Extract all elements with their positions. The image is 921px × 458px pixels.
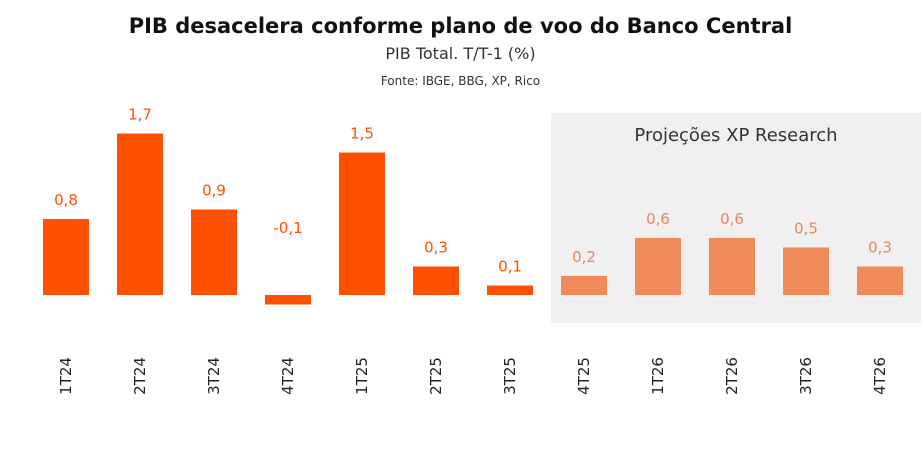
bar-2T25 xyxy=(413,266,459,295)
x-tick-label-4T24: 4T24 xyxy=(279,357,297,395)
projection-label: Projeções XP Research xyxy=(634,125,837,146)
x-tick-label-1T26: 1T26 xyxy=(649,357,667,395)
bar-1T25 xyxy=(339,152,385,295)
value-label-4T25: 0,2 xyxy=(572,248,596,266)
bar-1T24 xyxy=(43,219,89,295)
bar-4T24 xyxy=(265,295,311,305)
x-tick-label-3T26: 3T26 xyxy=(797,357,815,395)
bar-4T25 xyxy=(561,276,607,295)
bar-2T26 xyxy=(709,238,755,295)
value-label-4T24: -0,1 xyxy=(273,219,302,237)
bar-3T24 xyxy=(191,209,237,295)
bar-1T26 xyxy=(635,238,681,295)
value-labels-group: 0,8 1,7 0,9 -0,1 1,5 0,3 0,1 0,2 0,6 0,6 0,5 0,3 xyxy=(54,106,892,276)
bar-3T26 xyxy=(783,247,829,295)
bars-group xyxy=(43,133,903,305)
x-tick-label-2T25: 2T25 xyxy=(427,357,445,395)
value-label-2T25: 0,3 xyxy=(424,239,448,257)
value-label-1T26: 0,6 xyxy=(646,210,670,228)
value-label-1T25: 1,5 xyxy=(350,125,374,143)
x-tick-labels-group: 1T24 2T24 3T24 4T24 1T25 2T25 3T25 4T25 1T26 2T26… xyxy=(57,357,889,395)
bar-3T25 xyxy=(487,285,533,295)
value-label-3T26: 0,5 xyxy=(794,220,818,238)
x-tick-label-3T24: 3T24 xyxy=(205,357,223,395)
x-tick-label-1T25: 1T25 xyxy=(353,357,371,395)
x-tick-label-4T25: 4T25 xyxy=(575,357,593,395)
bar-2T24 xyxy=(117,133,163,295)
chart-subtitle: PIB Total. T/T-1 (%) xyxy=(385,44,536,63)
value-label-2T26: 0,6 xyxy=(720,210,744,228)
x-tick-label-4T26: 4T26 xyxy=(871,357,889,395)
x-tick-label-1T24: 1T24 xyxy=(57,357,75,395)
chart-title: PIB desacelera conforme plano de voo do … xyxy=(128,14,793,38)
value-label-3T24: 0,9 xyxy=(202,182,226,200)
value-label-2T24: 1,7 xyxy=(128,106,152,124)
bar-4T26 xyxy=(857,266,903,295)
value-label-4T26: 0,3 xyxy=(868,239,892,257)
value-label-3T25: 0,1 xyxy=(498,258,522,276)
x-tick-label-2T26: 2T26 xyxy=(723,357,741,395)
x-tick-label-2T24: 2T24 xyxy=(131,357,149,395)
chart-source: Fonte: IBGE, BBG, XP, Rico xyxy=(380,74,541,88)
x-tick-label-3T25: 3T25 xyxy=(501,357,519,395)
value-label-1T24: 0,8 xyxy=(54,191,78,209)
